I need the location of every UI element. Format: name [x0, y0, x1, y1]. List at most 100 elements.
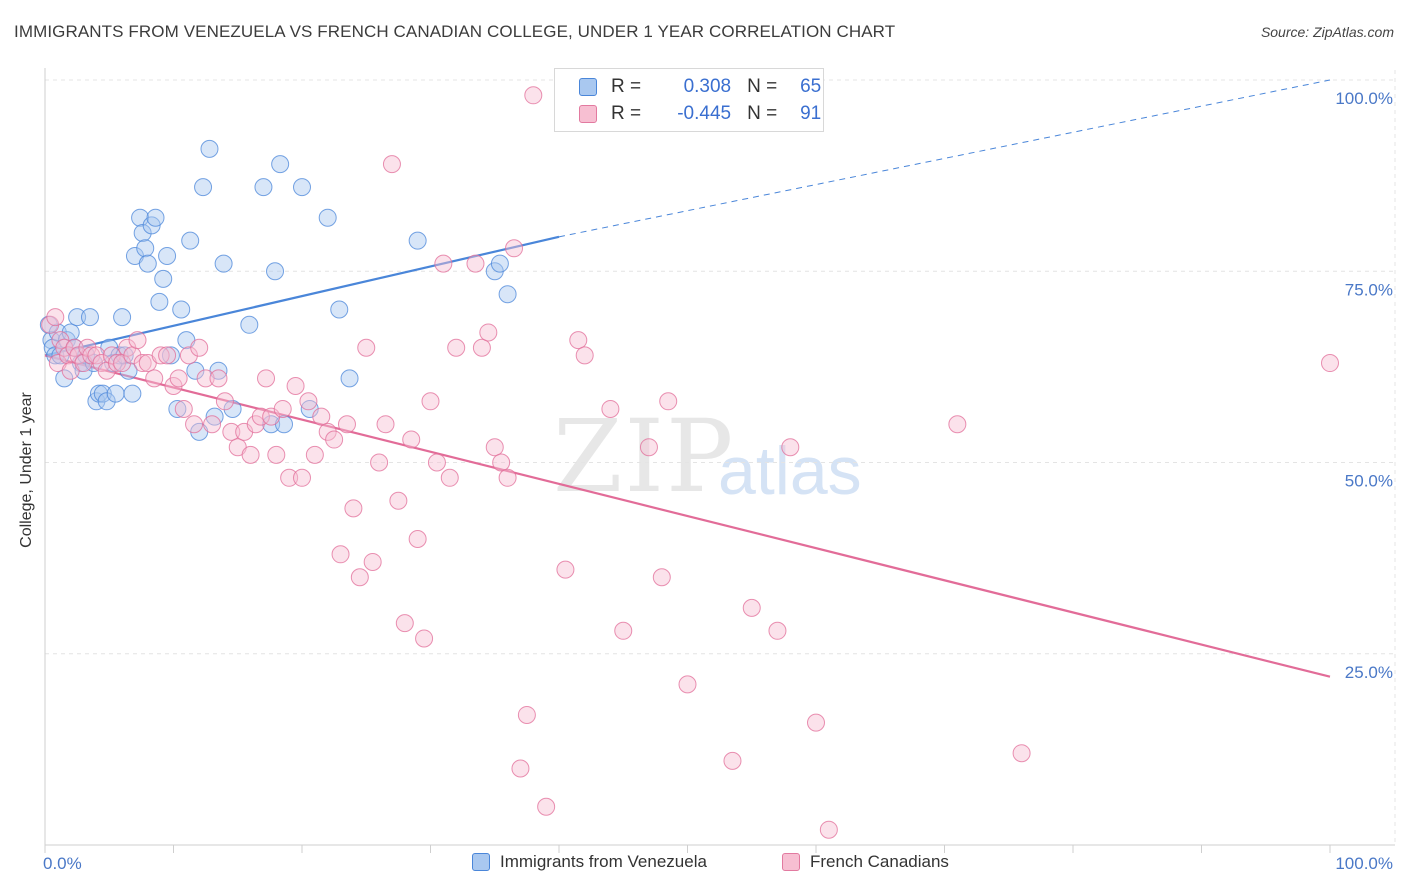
point-french-canadians — [408, 530, 427, 548]
point-french-canadians — [293, 468, 311, 487]
y-tick-label: 100.0% — [1335, 89, 1393, 108]
point-venezuela — [161, 346, 180, 365]
point-venezuela — [154, 269, 173, 288]
point-venezuela — [293, 178, 311, 197]
point-french-canadians — [678, 675, 697, 694]
point-venezuela — [223, 399, 242, 418]
point-french-canadians — [537, 797, 556, 816]
point-french-canadians — [128, 331, 147, 350]
point-french-canadians — [382, 155, 401, 174]
point-french-canadians — [427, 453, 446, 472]
legend-item-french-canadians[interactable]: French Canadians — [782, 852, 949, 872]
point-french-canadians — [158, 346, 177, 365]
point-french-canadians — [222, 422, 241, 441]
legend-swatch-french-canadians — [782, 853, 800, 871]
y-tick-label: 25.0% — [1345, 663, 1393, 682]
point-venezuela — [158, 246, 177, 265]
point-french-canadians — [948, 415, 967, 434]
point-french-canadians — [376, 415, 395, 434]
point-french-canadians — [350, 568, 369, 587]
point-venezuela — [490, 254, 509, 273]
point-venezuela — [271, 155, 290, 174]
point-french-canadians — [415, 629, 434, 648]
point-french-canadians — [517, 705, 536, 724]
point-venezuela — [318, 208, 337, 227]
point-french-canadians — [639, 438, 658, 457]
point-french-canadians — [169, 369, 188, 388]
point-french-canadians — [807, 713, 825, 732]
point-french-canadians — [325, 430, 344, 449]
point-french-canadians — [299, 392, 318, 411]
point-venezuela — [200, 139, 219, 158]
point-french-canadians — [402, 430, 421, 449]
point-venezuela — [113, 308, 132, 327]
point-venezuela — [68, 308, 87, 327]
legend-label-venezuela: Immigrants from Venezuela — [500, 852, 707, 871]
legend-swatch-venezuela — [472, 853, 490, 871]
point-french-canadians — [1012, 744, 1031, 763]
point-french-canadians — [614, 621, 633, 640]
point-french-canadians — [768, 621, 787, 640]
tick-labels: 100.0% 75.0% 50.0% 25.0% 0.0% 100.0% — [43, 89, 1393, 873]
point-venezuela — [150, 292, 169, 311]
point-french-canadians — [498, 468, 517, 487]
point-french-canadians — [434, 254, 453, 273]
data-points — [39, 86, 1339, 839]
point-venezuela — [330, 300, 349, 319]
point-french-canadians — [447, 338, 466, 357]
r-value-french-canadians: -0.445 — [677, 103, 732, 124]
point-french-canadians — [395, 614, 414, 633]
point-french-canadians — [466, 254, 485, 273]
point-french-canadians — [472, 338, 491, 357]
n-value-french-canadians: 91 — [800, 103, 822, 124]
point-venezuela — [106, 384, 125, 403]
point-venezuela — [80, 308, 99, 327]
point-french-canadians — [174, 399, 193, 418]
point-venezuela — [408, 231, 427, 250]
point-french-canadians — [133, 354, 152, 373]
point-venezuela — [168, 399, 187, 418]
point-french-canadians — [286, 377, 305, 395]
point-venezuela — [123, 384, 142, 403]
point-french-canadians — [723, 751, 742, 770]
point-venezuela — [186, 361, 205, 380]
point-french-canadians — [280, 468, 299, 487]
r-label: R = — [611, 76, 642, 97]
point-french-canadians — [479, 323, 498, 342]
point-french-canadians — [185, 415, 204, 434]
point-french-canadians — [196, 369, 215, 388]
point-french-canadians — [389, 491, 408, 510]
point-french-canadians — [151, 346, 170, 365]
point-french-canadians — [318, 422, 337, 441]
source-credit: Source: ZipAtlas.com — [1260, 24, 1394, 40]
point-venezuela — [266, 262, 285, 281]
point-french-canadians — [370, 453, 389, 472]
point-french-canadians — [337, 415, 356, 434]
point-french-canadians — [440, 468, 459, 487]
point-venezuela — [133, 224, 152, 242]
point-french-canadians — [331, 545, 350, 564]
point-french-canadians — [569, 331, 588, 350]
stats-row-french-canadians: R = -0.445 N = 91 — [579, 101, 821, 127]
stats-row-venezuela: R = 0.308 N = 65 — [579, 74, 821, 100]
y-axis-label: College, Under 1 year — [18, 392, 35, 548]
point-french-canadians — [251, 407, 270, 426]
stats-swatch-french-canadians — [579, 105, 597, 123]
point-french-canadians — [781, 438, 800, 457]
legend-item-venezuela[interactable]: Immigrants from Venezuela — [472, 852, 707, 872]
x-tick-label: 100.0% — [1335, 854, 1393, 873]
point-venezuela — [340, 369, 359, 388]
n-label: N = — [747, 76, 778, 97]
point-venezuela — [97, 392, 116, 411]
point-french-canadians — [209, 369, 228, 388]
point-french-canadians — [601, 399, 620, 418]
point-french-canadians — [363, 552, 382, 571]
axes — [44, 68, 1395, 853]
point-french-canadians — [312, 407, 331, 426]
trend-lines — [44, 79, 1331, 678]
point-french-canadians — [344, 499, 363, 518]
point-venezuela — [254, 178, 273, 197]
r-label: R = — [611, 103, 642, 124]
point-french-canadians — [659, 392, 678, 411]
